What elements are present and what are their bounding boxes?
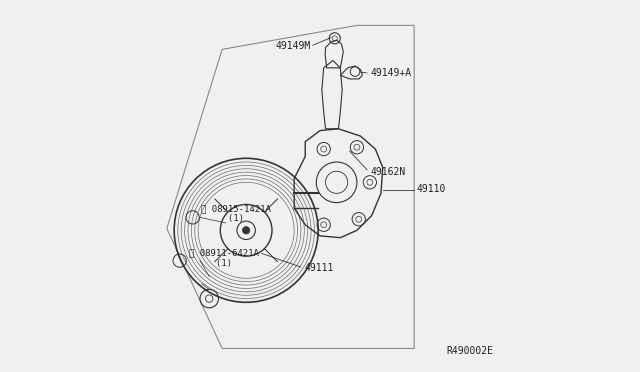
Text: 49162N: 49162N [371,167,406,177]
Text: 49149M: 49149M [276,41,311,51]
Circle shape [243,227,250,234]
Text: 49111: 49111 [305,263,334,273]
Text: Ⓜ 08915-1421A
     (1): Ⓜ 08915-1421A (1) [201,204,271,224]
Text: 49149+A: 49149+A [371,68,412,78]
Text: R490002E: R490002E [447,346,493,356]
Text: 49110: 49110 [417,184,446,194]
Text: Ⓝ 08911-6421A
     (1): Ⓝ 08911-6421A (1) [189,248,259,268]
